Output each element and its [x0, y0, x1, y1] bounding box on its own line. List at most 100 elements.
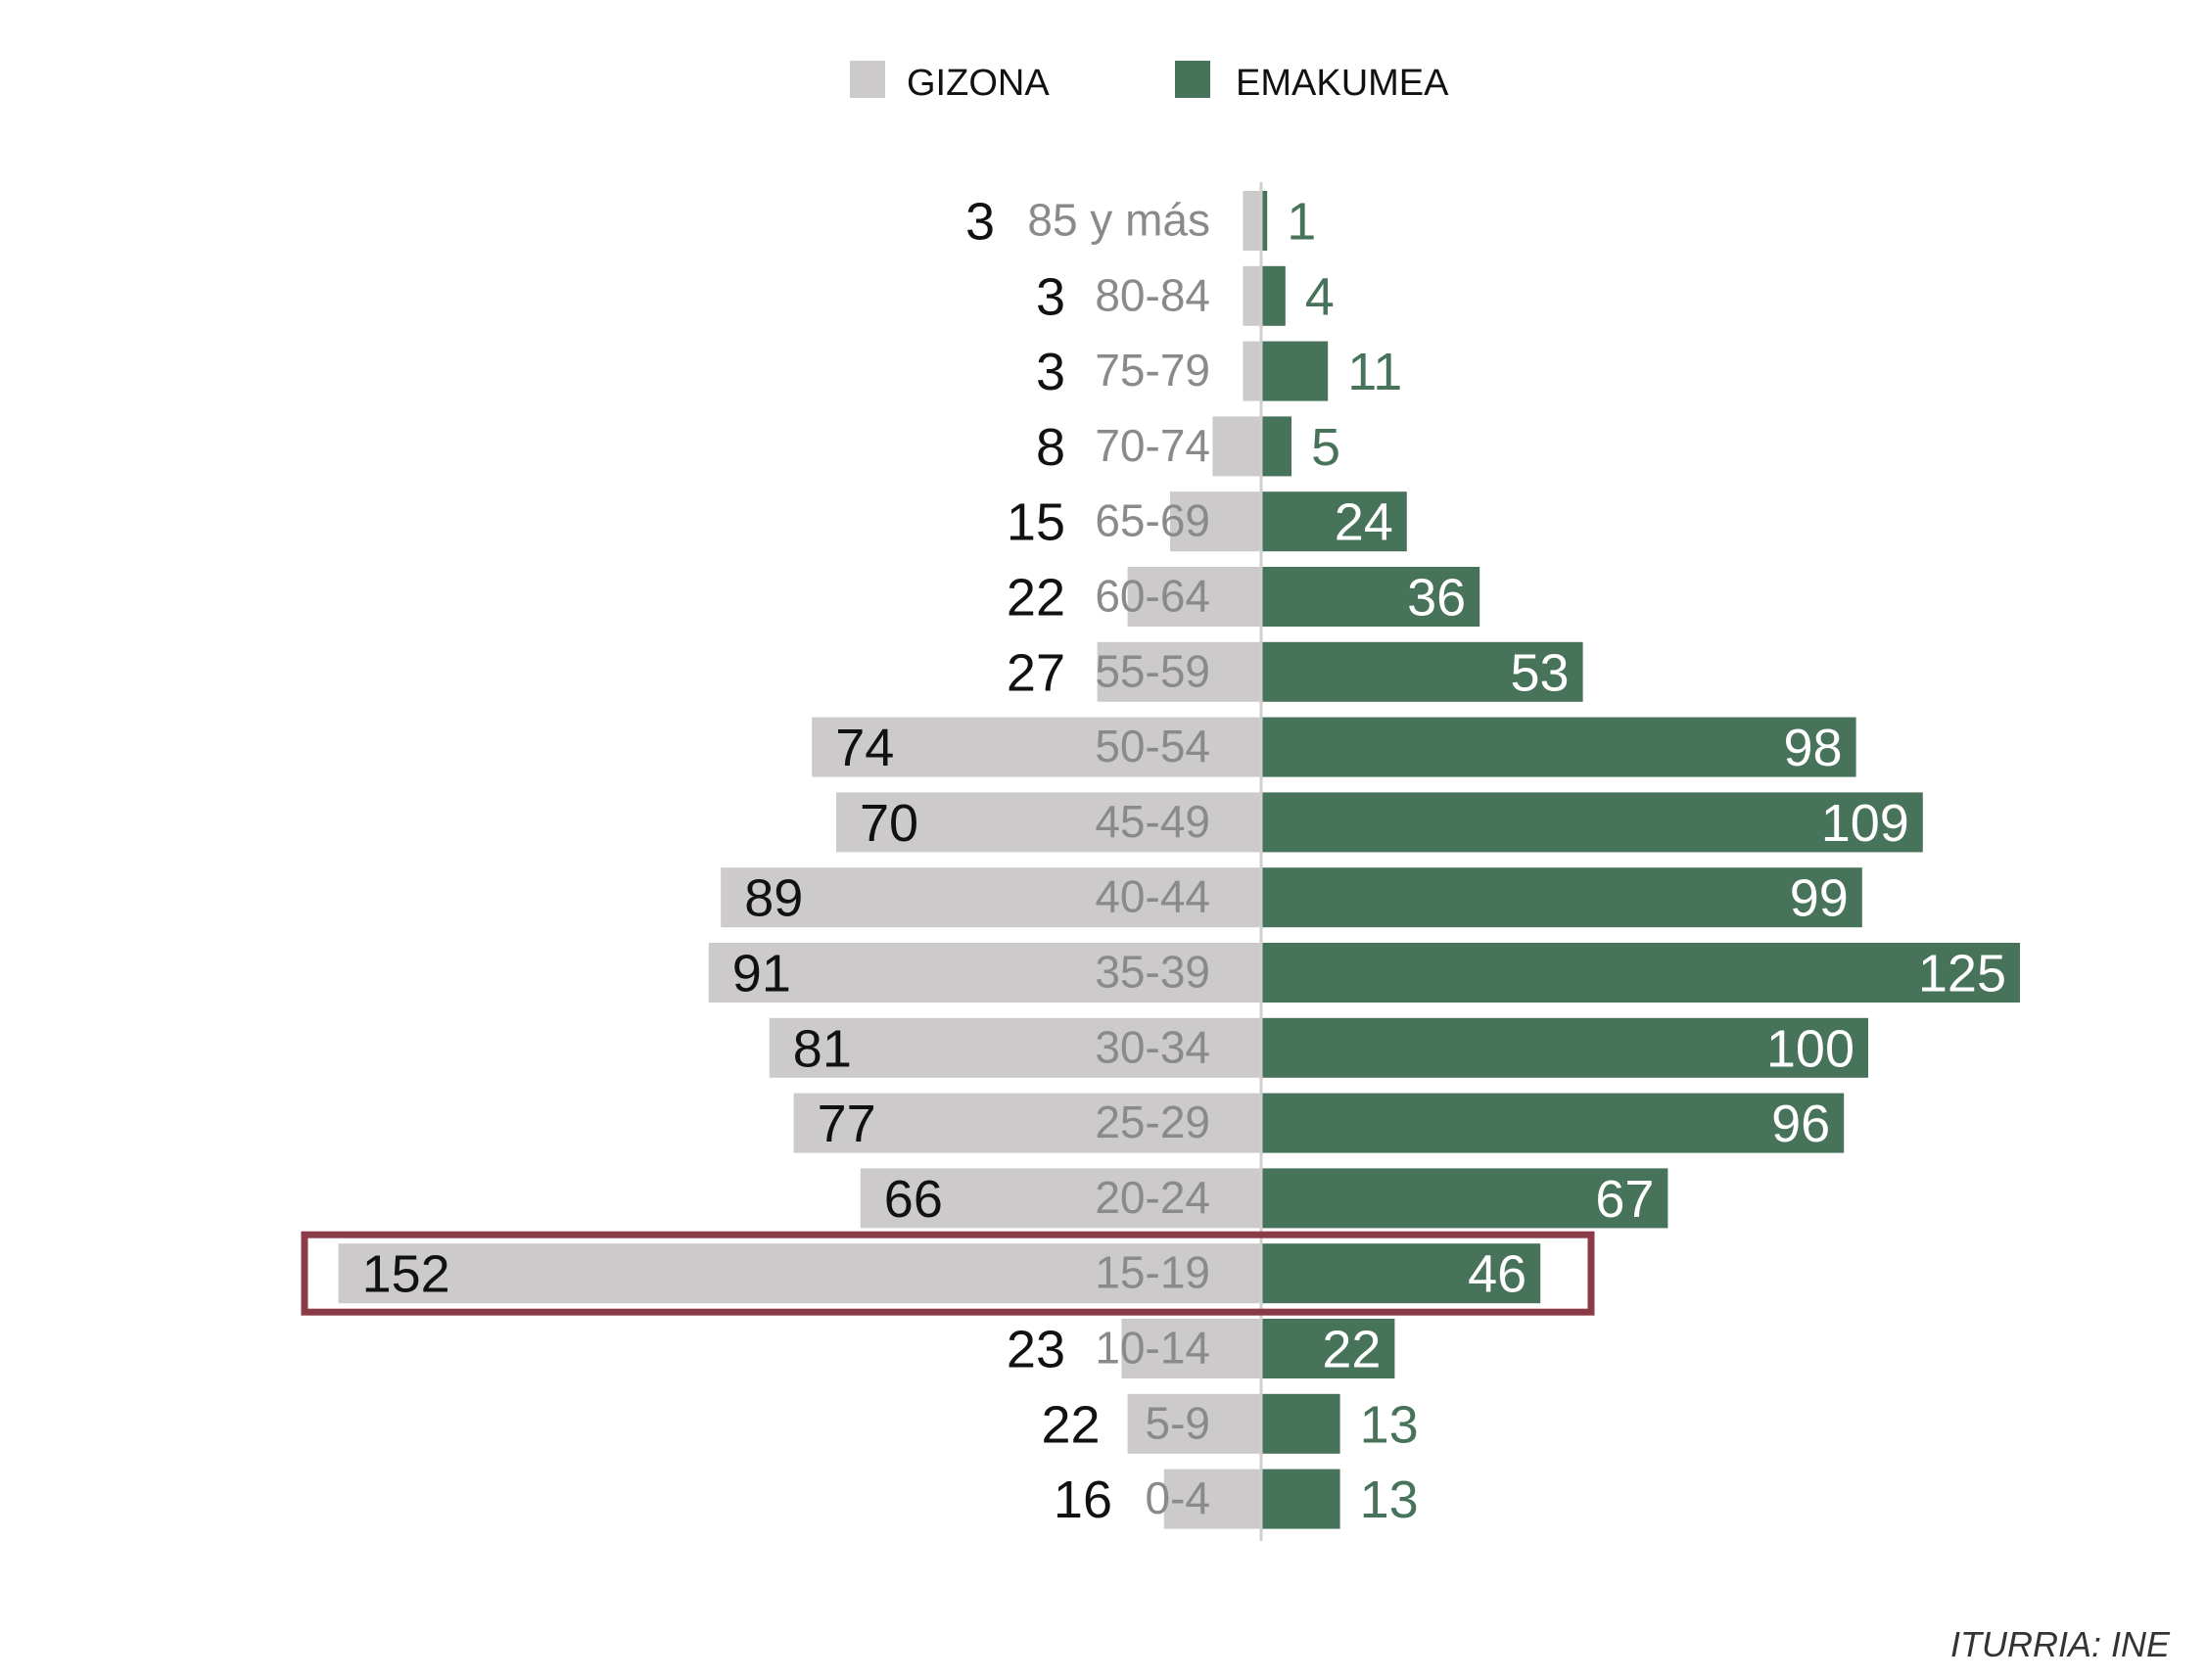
bar-gizona-75-79: [1243, 341, 1261, 401]
bar-gizona-10-14: [1121, 1319, 1261, 1378]
bar-emakumea-5-9: [1261, 1393, 1340, 1454]
value-emakumea-40-44: 99: [1790, 869, 1849, 928]
age-label-0-4: 0-4: [1146, 1472, 1210, 1523]
value-gizona-85-y-m-s: 3: [965, 193, 995, 252]
age-label-40-44: 40-44: [1095, 871, 1210, 922]
value-emakumea-55-59: 53: [1511, 643, 1570, 702]
highlight-box-15-19: [301, 1231, 1595, 1316]
value-gizona-80-84: 3: [1036, 267, 1065, 326]
bar-emakumea-25-29: [1261, 1093, 1845, 1153]
value-emakumea-0-4: 13: [1360, 1470, 1419, 1529]
bar-emakumea-65-69: [1261, 491, 1407, 552]
bar-emakumea-15-19: [1261, 1243, 1541, 1304]
bar-gizona-35-39: [708, 943, 1261, 1003]
value-gizona-30-34: 81: [793, 1019, 852, 1078]
value-gizona-50-54: 74: [835, 719, 894, 777]
value-gizona-20-24: 66: [884, 1170, 943, 1229]
value-emakumea-65-69: 24: [1335, 493, 1393, 552]
value-emakumea-10-14: 22: [1322, 1321, 1381, 1379]
bar-gizona-70-74: [1212, 416, 1261, 477]
value-gizona-5-9: 22: [1042, 1395, 1101, 1454]
bar-emakumea-60-64: [1261, 567, 1480, 627]
bar-gizona-20-24: [860, 1168, 1261, 1229]
value-gizona-15-19: 152: [362, 1245, 450, 1304]
value-gizona-25-29: 77: [818, 1095, 876, 1153]
value-emakumea-50-54: 98: [1784, 719, 1843, 777]
age-label-65-69: 65-69: [1095, 495, 1210, 546]
bar-gizona-60-64: [1127, 567, 1261, 627]
age-label-80-84: 80-84: [1095, 269, 1210, 320]
bar-emakumea-80-84: [1261, 265, 1286, 326]
bar-emakumea-70-74: [1261, 416, 1291, 477]
bar-emakumea-35-39: [1261, 943, 2020, 1003]
age-label-10-14: 10-14: [1095, 1323, 1210, 1374]
age-label-25-29: 25-29: [1095, 1097, 1210, 1147]
legend: GIZONA EMAKUMEA: [850, 61, 1449, 104]
value-emakumea-30-34: 100: [1766, 1019, 1854, 1078]
bar-gizona-85-y-m-s: [1243, 191, 1261, 251]
age-label-20-24: 20-24: [1095, 1172, 1210, 1223]
value-emakumea-75-79: 11: [1347, 343, 1402, 401]
value-emakumea-20-24: 67: [1595, 1170, 1654, 1229]
value-emakumea-45-49: 109: [1821, 794, 1909, 853]
value-emakumea-5-9: 13: [1360, 1395, 1419, 1454]
bar-emakumea-0-4: [1261, 1469, 1340, 1529]
value-gizona-45-49: 70: [860, 794, 918, 853]
bar-gizona-15-19: [338, 1243, 1262, 1304]
value-emakumea-60-64: 36: [1407, 569, 1466, 628]
bar-emakumea-75-79: [1261, 341, 1329, 401]
bar-gizona-0-4: [1163, 1469, 1261, 1529]
bar-gizona-30-34: [769, 1017, 1261, 1078]
age-label-85-y-m-s: 85 y más: [1027, 195, 1210, 246]
value-emakumea-85-y-m-s: 1: [1287, 193, 1316, 252]
legend-swatch-emakumea: [1175, 61, 1210, 98]
age-label-70-74: 70-74: [1095, 420, 1210, 471]
bar-gizona-5-9: [1127, 1393, 1261, 1454]
bar-emakumea-45-49: [1261, 792, 1923, 853]
value-emakumea-15-19: 46: [1468, 1245, 1526, 1304]
value-gizona-70-74: 8: [1036, 418, 1065, 477]
value-gizona-10-14: 23: [1007, 1321, 1065, 1379]
value-gizona-40-44: 89: [744, 869, 803, 928]
legend-swatch-gizona: [850, 61, 885, 98]
value-gizona-60-64: 22: [1007, 569, 1065, 628]
value-emakumea-70-74: 5: [1311, 418, 1340, 477]
value-emakumea-35-39: 125: [1918, 945, 2006, 1003]
age-label-5-9: 5-9: [1146, 1397, 1210, 1448]
bar-emakumea-40-44: [1261, 867, 1862, 928]
legend-label-gizona: GIZONA: [907, 63, 1050, 104]
bars-layer: [338, 191, 2020, 1529]
bar-gizona-80-84: [1243, 265, 1261, 326]
age-label-50-54: 50-54: [1095, 721, 1210, 771]
age-label-75-79: 75-79: [1095, 345, 1210, 396]
value-emakumea-25-29: 96: [1771, 1095, 1830, 1153]
age-label-60-64: 60-64: [1095, 571, 1210, 622]
age-label-55-59: 55-59: [1095, 645, 1210, 696]
age-label-35-39: 35-39: [1095, 947, 1210, 998]
age-label-15-19: 15-19: [1095, 1247, 1210, 1298]
bar-emakumea-30-34: [1261, 1017, 1868, 1078]
bar-emakumea-85-y-m-s: [1261, 191, 1268, 251]
bar-gizona-25-29: [793, 1093, 1261, 1153]
value-gizona-75-79: 3: [1036, 343, 1065, 401]
bar-gizona-55-59: [1097, 641, 1261, 702]
value-gizona-0-4: 16: [1054, 1470, 1112, 1529]
age-label-30-34: 30-34: [1095, 1021, 1210, 1072]
value-gizona-65-69: 15: [1007, 493, 1065, 552]
value-gizona-55-59: 27: [1007, 643, 1065, 702]
bar-emakumea-55-59: [1261, 641, 1583, 702]
bar-gizona-65-69: [1170, 491, 1261, 552]
bar-emakumea-20-24: [1261, 1168, 1668, 1229]
bar-gizona-45-49: [836, 792, 1261, 853]
value-gizona-35-39: 91: [732, 945, 791, 1003]
source-note: ITURRIA: INE: [1950, 1624, 2171, 1664]
bar-gizona-40-44: [721, 867, 1261, 928]
bar-gizona-50-54: [812, 717, 1261, 777]
bar-emakumea-50-54: [1261, 717, 1856, 777]
value-emakumea-80-84: 4: [1305, 267, 1335, 326]
legend-label-emakumea: EMAKUMEA: [1236, 63, 1449, 104]
bar-emakumea-10-14: [1261, 1319, 1395, 1378]
